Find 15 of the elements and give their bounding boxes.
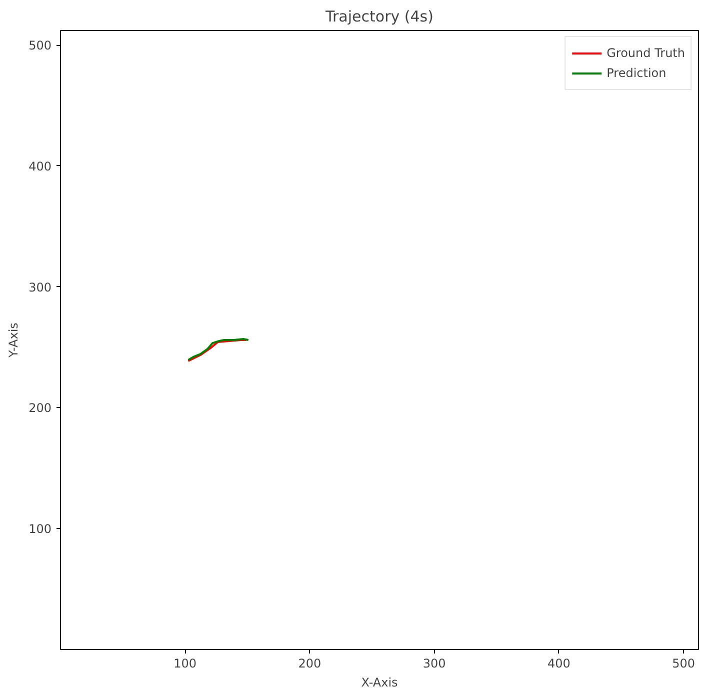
x-axis-title: X-Axis — [361, 676, 398, 690]
legend-label: Prediction — [606, 66, 666, 80]
y-axis-title: Y-Axis — [6, 322, 21, 358]
y-tick-label: 300 — [28, 280, 52, 294]
legend-label: Ground Truth — [606, 46, 685, 60]
y-tick-label: 200 — [28, 401, 52, 416]
y-tick-label: 100 — [28, 522, 52, 536]
x-tick-label: 100 — [174, 656, 197, 670]
chart-title: Trajectory (4s) — [324, 8, 434, 26]
x-tick-label: 400 — [547, 656, 570, 670]
x-tick-label: 300 — [422, 656, 446, 670]
y-tick-label: 500 — [28, 38, 52, 53]
y-tick-label: 400 — [28, 159, 52, 174]
x-tick-label: 200 — [298, 656, 322, 670]
x-tick-label: 500 — [672, 656, 695, 670]
